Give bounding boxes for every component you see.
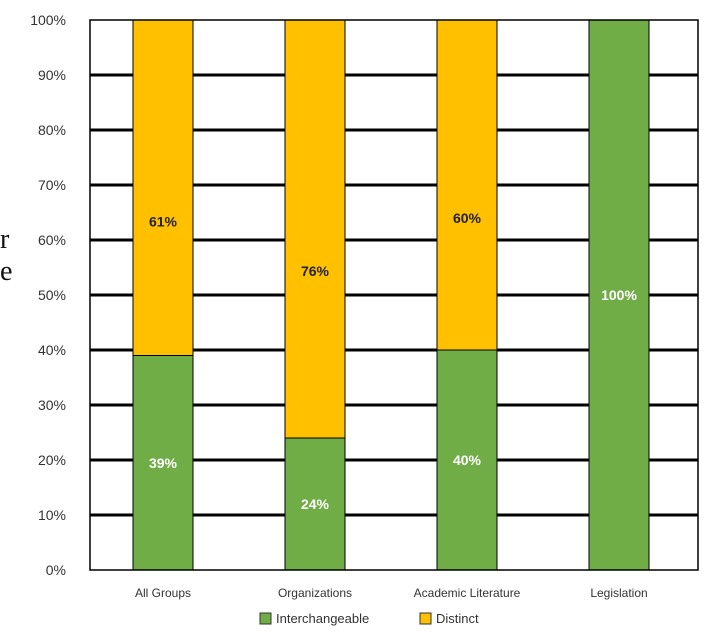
- bar-segment: [132, 355, 194, 571]
- data-label: 39%: [149, 455, 178, 471]
- y-tick-label: 80%: [38, 122, 66, 138]
- y-tick-label: 10%: [38, 507, 66, 523]
- y-tick-label: 90%: [38, 67, 66, 83]
- y-tick-label: 0%: [46, 562, 66, 578]
- legend-swatch: [259, 612, 272, 625]
- y-tick-label: 40%: [38, 342, 66, 358]
- x-tick-label: All Groups: [135, 586, 191, 600]
- data-label: 24%: [301, 496, 330, 512]
- data-label: 100%: [601, 287, 637, 303]
- y-tick-label: 70%: [38, 177, 66, 193]
- data-label: 76%: [301, 263, 330, 279]
- legend-swatch: [419, 612, 432, 625]
- legend-label: Distinct: [436, 611, 479, 626]
- data-label: 61%: [149, 213, 178, 229]
- bar-segment: [436, 19, 498, 351]
- edge-fragment: e: [0, 256, 13, 287]
- legend: Interchangeable Distinct: [259, 611, 479, 626]
- data-label: 60%: [453, 210, 482, 226]
- y-tick-label: 30%: [38, 397, 66, 413]
- data-label: 40%: [453, 452, 482, 468]
- x-tick-label: Legislation: [590, 586, 647, 600]
- y-tick-label: 50%: [38, 287, 66, 303]
- bar-segment: [132, 19, 194, 356]
- x-tick-label: Organizations: [278, 586, 352, 600]
- legend-label: Interchangeable: [276, 611, 369, 626]
- bar-segment: [284, 19, 346, 439]
- y-tick-label: 20%: [38, 452, 66, 468]
- plot-border: [89, 19, 699, 571]
- x-tick-label: Academic Literature: [414, 586, 521, 600]
- y-tick-label: 60%: [38, 232, 66, 248]
- y-tick-label: 100%: [30, 12, 66, 28]
- edge-fragment: r: [0, 224, 10, 255]
